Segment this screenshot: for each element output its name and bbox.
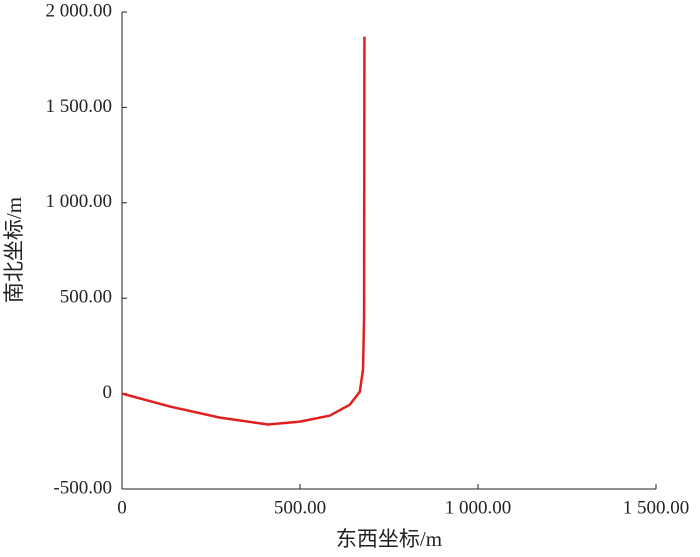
y-tick-label: 500.00 [60,287,112,308]
trajectory-line [121,36,366,426]
x-tick-label: 1 500.00 [623,497,690,518]
x-tick-label: 1 000.00 [445,497,512,518]
y-axis-title: 南北坐标/m [2,197,26,303]
y-tick-label: 0 [103,382,113,403]
x-axis-title: 东西坐标/m [336,527,442,551]
y-tick-label: 1 000.00 [46,191,113,212]
y-tick-label: 2 000.00 [46,0,113,21]
x-tick-label: 500.00 [274,497,326,518]
x-tick-label: 0 [117,497,127,518]
y-tick-label: 1 500.00 [46,96,113,117]
y-tick-label: -500.00 [53,477,112,498]
